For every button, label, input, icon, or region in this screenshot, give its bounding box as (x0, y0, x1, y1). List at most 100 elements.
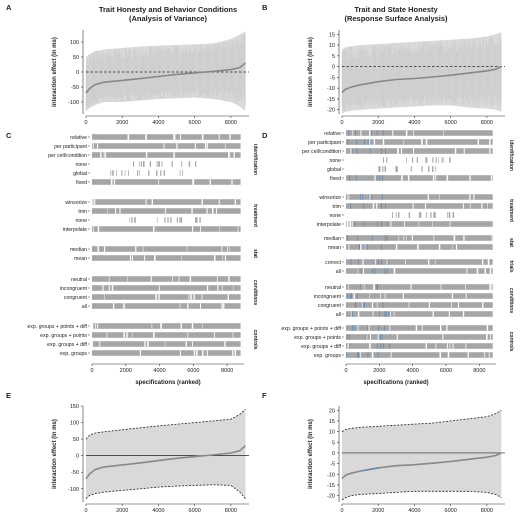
strip-gap-c-2-1-5 (214, 255, 216, 261)
strip-gap-c-0-0-0 (173, 134, 175, 140)
strip-gap-c-3-0-7 (189, 276, 192, 282)
strip-label-c-2-0: median (70, 247, 87, 253)
strip-label-c-4-2: exp. groups + diff (47, 342, 87, 348)
strip-segment-d-0-3-10 (382, 157, 384, 163)
strip-highlight-d-1-1-4 (380, 203, 382, 209)
strip-segment-d-1-2-1 (447, 212, 448, 218)
strip-highlight-d-0-1-0 (364, 139, 365, 145)
strip-gap-c-3-0-4 (108, 276, 110, 282)
strip-row-d-4-3: all (336, 311, 493, 318)
strip-gap-c-4-0-6 (180, 323, 182, 329)
strip-gap-c-2-0-1 (221, 246, 223, 252)
strip-gap-d-3-1-3 (476, 268, 479, 274)
strip-gap-c-0-2-1 (233, 152, 235, 158)
strip-label-d-5-1: exp. groups + points (294, 335, 341, 341)
strip-segment-d-1-2-9 (398, 212, 400, 218)
strip-highlight-d-5-0-1 (378, 325, 380, 331)
y-tick-label-e-2: 0 (76, 454, 79, 460)
strip-gap-c-4-1-4 (126, 332, 128, 338)
strip-highlight-d-1-0-1 (362, 194, 364, 200)
strip-row-c-0-0: relative (70, 134, 241, 141)
strip-row-d-2-0: median (324, 235, 493, 242)
y-tick-label-f-2: -10 (327, 472, 335, 478)
y-tick-label-b-6: 10 (329, 43, 335, 49)
strip-label-c-4-3: exp. groups (60, 351, 88, 357)
strip-highlight-d-2-0-4 (347, 235, 349, 241)
strip-highlight-d-4-3-3 (384, 311, 386, 317)
strip-gap-c-2-0-0 (97, 246, 99, 252)
strip-row-d-4-1: incongruent (314, 293, 493, 300)
strip-segment-d-0-3-0 (441, 157, 443, 163)
title-b-line1: Trait and State Honesty (354, 5, 438, 14)
strip-highlight-d-1-3-2 (386, 221, 388, 227)
strip-bar-d-2-1 (346, 244, 493, 250)
strip-row-c-1-0: winsorize (65, 199, 241, 206)
strip-gap-d-2-0-7 (433, 235, 435, 241)
strip-segment-c-1-2-10 (134, 217, 136, 223)
strip-segment-c-0-3-10 (195, 161, 197, 167)
strip-segment-c-1-2-6 (180, 217, 183, 223)
strip-gap-d-1-0-1 (348, 194, 350, 200)
strip-row-c-0-4: global (73, 170, 183, 177)
strip-gap-d-3-0-7 (482, 259, 484, 265)
strip-gap-c-3-0-0 (172, 276, 173, 282)
strip-highlight-d-5-2-3 (389, 343, 390, 349)
strip-bar-c-2-1 (92, 255, 241, 261)
strip-row-c-3-1: incongruent (60, 285, 241, 292)
strip-highlight-d-2-1-0 (366, 244, 368, 250)
strip-highlight-d-2-0-3 (384, 235, 386, 241)
strip-label-d-3-0: correct (325, 260, 341, 266)
strip-gap-c-1-3-5 (97, 226, 99, 232)
strip-segment-c-0-4-13 (148, 170, 150, 176)
strip-gap-d-3-1-0 (466, 268, 468, 274)
strip-highlight-d-0-1-2 (347, 139, 349, 145)
y-tick-label-b-0: -20 (327, 108, 335, 114)
strip-gap-d-4-3-2 (390, 311, 391, 317)
strip-gap-c-3-1-6 (217, 285, 219, 291)
strip-bar-c-3-0 (92, 276, 241, 282)
group-label-d-5: controls (508, 332, 514, 352)
strip-segment-c-0-3-9 (143, 161, 145, 167)
strip-segment-d-0-4-9 (382, 166, 384, 172)
y-tick-label-e-0: -100 (68, 487, 79, 493)
strip-highlight-d-4-2-1 (363, 302, 365, 308)
strip-gap-c-1-1-0 (164, 208, 166, 214)
strip-gap-d-4-0-7 (348, 284, 349, 290)
y-tick-label-f-1: -15 (327, 483, 335, 489)
strip-highlight-d-5-3-4 (358, 352, 359, 358)
strip-row-d-5-3: exp. groups (314, 352, 493, 359)
title-a-line1: Trait Honesty and Behavior Conditions (99, 5, 237, 14)
strip-highlight-d-0-1-4 (368, 139, 370, 145)
strip-row-c-0-3: none (75, 161, 197, 168)
strip-gap-d-0-2-3 (489, 148, 491, 154)
strip-row-d-0-3: none (329, 157, 451, 164)
strip-bar-d-4-3 (346, 311, 493, 317)
y-tick-label-f-4: 0 (332, 451, 335, 457)
strip-highlight-d-5-0-3 (367, 325, 368, 331)
strip-bar-d-0-0 (346, 130, 493, 136)
strip-gap-d-2-0-3 (411, 235, 413, 241)
strip-gap-c-4-3-3 (193, 350, 196, 356)
strip-label-d-0-5: fixed (330, 176, 341, 182)
strip-label-c-3-1: incongruent (60, 286, 88, 292)
strip-highlight-d-0-0-2 (382, 130, 384, 136)
strip-gap-c-2-0-3 (186, 246, 188, 252)
strip-segment-d-0-3-2 (432, 157, 434, 163)
strip-highlight-d-1-3-1 (377, 221, 379, 227)
strip-highlight-d-1-1-0 (350, 203, 352, 209)
strip-bar-d-5-2 (346, 343, 493, 349)
y-tick-label-e-5: 150 (70, 404, 79, 410)
x-tick-label-b-4: 8000 (481, 120, 493, 126)
strip-bar-c-3-1 (92, 285, 241, 291)
title-b-line2: (Response Surface Analysis) (344, 14, 448, 23)
strip-label-d-5-2: exp. groups + diff (301, 344, 341, 350)
strip-gap-c-2-0-2 (142, 246, 144, 252)
strip-segment-c-0-4-10 (124, 170, 126, 176)
x-tick-label-f-3: 6000 (445, 508, 457, 514)
x-tick-label-a-2: 4000 (152, 120, 164, 126)
x-tick-label-c-2: 4000 (153, 368, 165, 374)
strip-gap-c-1-1-6 (191, 208, 193, 214)
group-label-d-4: conditions (508, 288, 514, 313)
strip-highlight-d-2-1-3 (359, 244, 360, 250)
